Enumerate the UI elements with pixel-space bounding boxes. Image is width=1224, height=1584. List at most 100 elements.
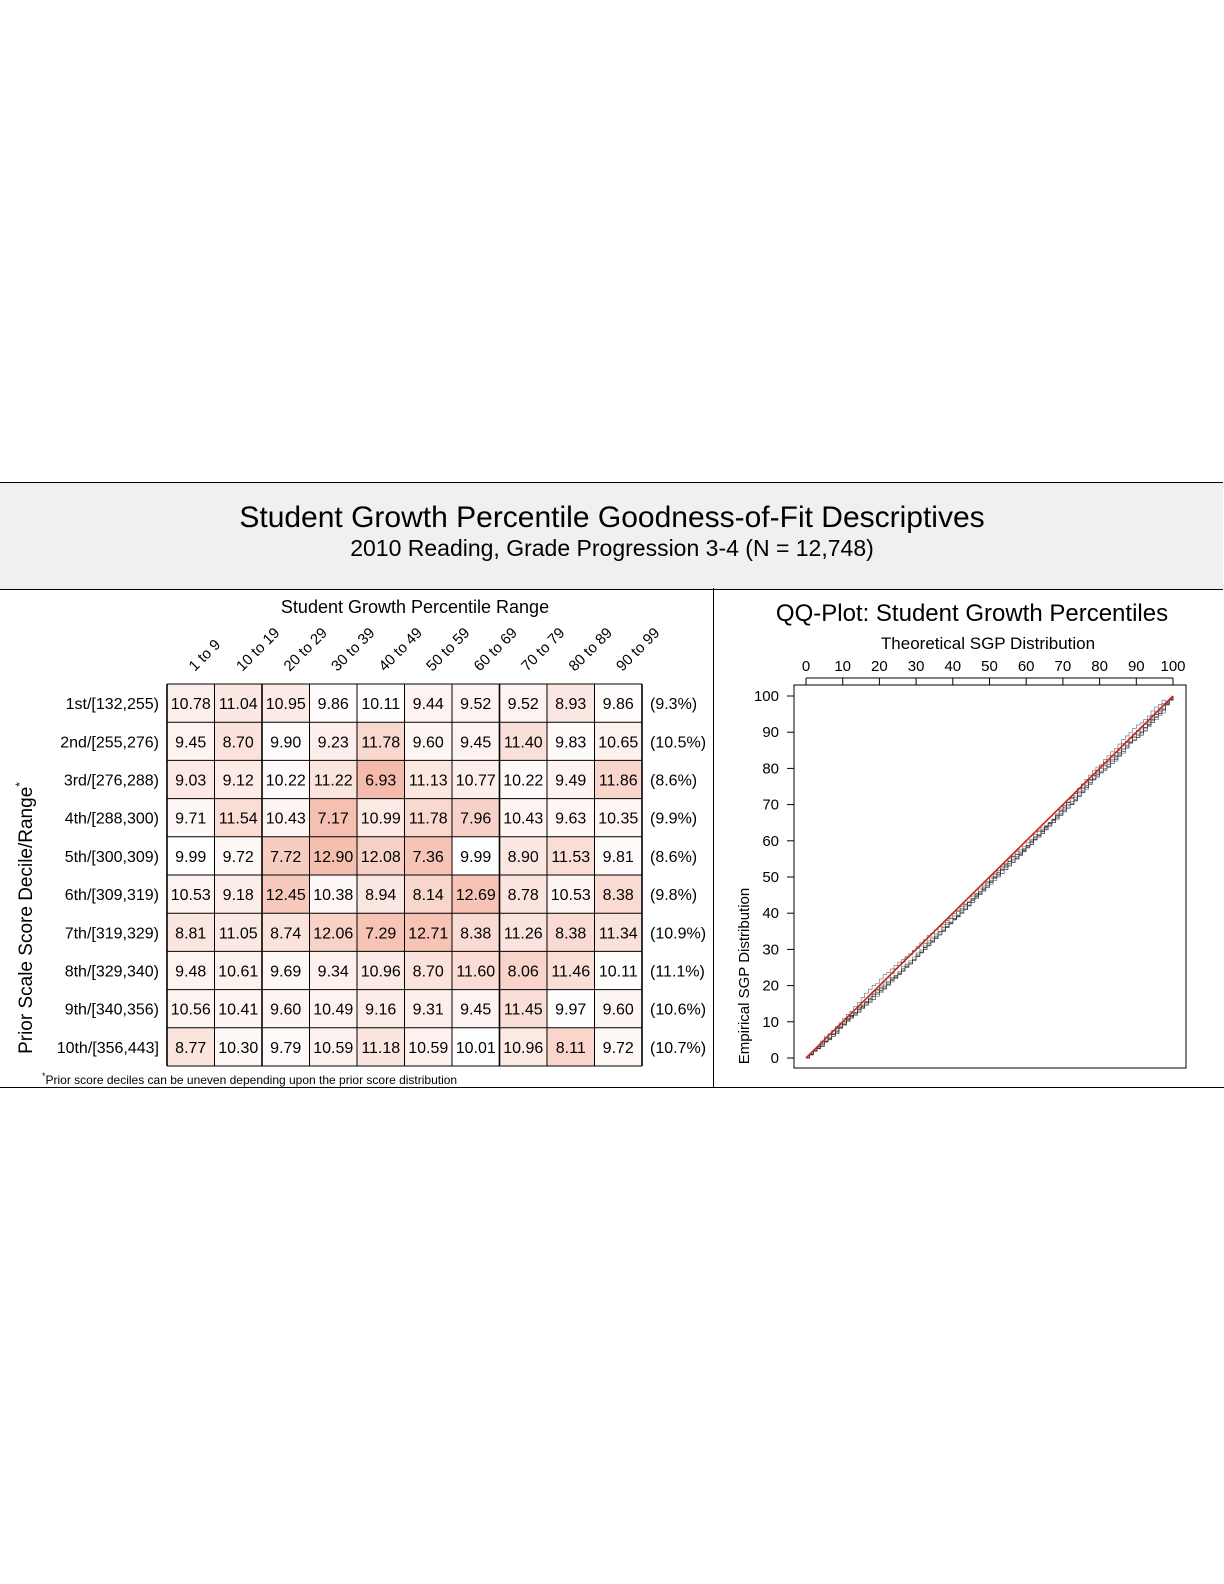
heatmap-cell-value: 9.45 [460, 1002, 491, 1019]
qq-title: QQ-Plot: Student Growth Percentiles [776, 600, 1168, 627]
heatmap-cell-value: 8.94 [365, 887, 396, 904]
heatmap-cell-value: 7.17 [318, 811, 349, 828]
heatmap-cell [547, 1027, 595, 1066]
heatmap-cell [547, 722, 595, 761]
heatmap-cell [594, 1027, 642, 1066]
heatmap-cell-value: 9.79 [270, 1040, 301, 1057]
heatmap-cell-value: 10.95 [266, 696, 306, 713]
heatmap-cell [309, 760, 357, 799]
heatmap-title: Student Growth Percentile Range [281, 597, 549, 617]
heatmap-cell-value: 11.78 [361, 734, 400, 751]
heatmap-cells: 10.78 11.04 10.95 9.86 10.11 9.44 9.52 9.52 8.93… [167, 684, 642, 1066]
heatmap-cell-value: 9.60 [413, 734, 444, 751]
heatmap-cell [167, 875, 215, 914]
qq-x-tick-label: 100 [1160, 658, 1185, 675]
heatmap-cell-value: 10.35 [598, 811, 638, 828]
heatmap-cell-value: 12.08 [361, 849, 401, 866]
heatmap-row-percent: (9.8%) [650, 887, 697, 904]
heatmap-cell-value: 9.31 [413, 1002, 444, 1019]
qq-y-tick-label: 90 [762, 724, 779, 741]
figure-subtitle: 2010 Reading, Grade Progression 3-4 (N =… [350, 535, 874, 561]
heatmap-cell-value: 10.53 [171, 887, 211, 904]
heatmap-row-percent: (10.5%) [650, 734, 706, 751]
heatmap-cell [499, 760, 547, 799]
heatmap-column-label: 90 to 99 [613, 624, 663, 674]
heatmap-cell-value: 7.96 [460, 811, 491, 828]
heatmap-cell-value: 9.52 [508, 696, 539, 713]
heatmap-column-label: 1 to 9 [186, 636, 225, 675]
heatmap-cell-value: 10.56 [171, 1002, 211, 1019]
bottom-rule [0, 1087, 1224, 1088]
heatmap-cell-value: 10.61 [218, 964, 258, 981]
heatmap-cell-value: 10.43 [266, 811, 306, 828]
heatmap-cell [499, 1027, 547, 1066]
heatmap-cell [167, 989, 215, 1028]
heatmap-column-label: 80 to 89 [566, 624, 616, 674]
qq-y-tick-label: 30 [762, 941, 779, 958]
footnote-text: Prior score deciles can be uneven depend… [46, 1073, 458, 1087]
heatmap-cell [357, 913, 405, 952]
heatmap-cell [214, 760, 262, 799]
heatmap-cell-value: 9.44 [413, 696, 444, 713]
heatmap-cell [452, 875, 500, 914]
heatmap-cell-value: 11.53 [551, 849, 590, 866]
heatmap-cell-value: 11.26 [504, 925, 543, 942]
heatmap-cell [404, 798, 452, 837]
heatmap-cell-value: 11.45 [504, 1002, 543, 1019]
heatmap-cell-value: 9.83 [555, 734, 586, 751]
heatmap-cell-value: 9.45 [175, 734, 206, 751]
heatmap-cell [594, 913, 642, 952]
heatmap-cell-value: 11.22 [314, 773, 353, 790]
heatmap-cell [499, 836, 547, 875]
heatmap-cell [262, 1027, 310, 1066]
heatmap-cell-value: 9.34 [318, 964, 349, 981]
heatmap-cell [262, 722, 310, 761]
heatmap-ylabel-group: Prior Scale Score Decile/Range* [13, 782, 37, 1054]
heatmap-cell [357, 722, 405, 761]
gof-figure: Student Growth Percentile Goodness-of-Fi… [0, 482, 1224, 1088]
heatmap-cell [547, 684, 595, 723]
heatmap-cell-value: 8.77 [175, 1040, 206, 1057]
heatmap-column-label: 10 to 19 [233, 624, 283, 674]
heatmap-cell [547, 989, 595, 1028]
heatmap-cell [547, 836, 595, 875]
heatmap-cell-value: 8.93 [555, 696, 586, 713]
heatmap-cell [452, 913, 500, 952]
heatmap-cell-value: 9.45 [460, 734, 491, 751]
qq-y-tick-label: 80 [762, 760, 779, 777]
heatmap-cell [499, 989, 547, 1028]
heatmap-cell-value: 10.30 [218, 1040, 258, 1057]
heatmap-cell [309, 684, 357, 723]
heatmap-row-label: 5th/[300,309) [65, 849, 159, 866]
heatmap-cell-value: 9.71 [175, 811, 206, 828]
heatmap-cell [262, 989, 310, 1028]
qq-x-tick-label: 90 [1128, 658, 1145, 675]
qq-ylabel: Empirical SGP Distribution [736, 888, 753, 1064]
heatmap-row-percent: (8.6%) [650, 849, 697, 866]
heatmap-cell [499, 684, 547, 723]
qq-x-tick-label: 70 [1055, 658, 1072, 675]
heatmap-cell-value: 8.81 [175, 925, 206, 942]
heatmap-cell [404, 1027, 452, 1066]
heatmap-column-label: 20 to 29 [281, 624, 331, 674]
heatmap-cell [262, 798, 310, 837]
heatmap-cell [357, 798, 405, 837]
qq-x-tick-label: 50 [981, 658, 998, 675]
heatmap-cell [167, 722, 215, 761]
panel-divider [713, 588, 714, 1088]
heatmap-cell-value: 12.69 [456, 887, 496, 904]
heatmap-cell [499, 913, 547, 952]
heatmap-row-percents: (9.3%) (10.5%) (8.6%) (9.9%) (8.6%) (9.8%) (10… [650, 696, 706, 1057]
heatmap-cell-value: 11.78 [409, 811, 448, 828]
qq-x-tick-label: 20 [871, 658, 888, 675]
heatmap-cell-value: 11.46 [551, 964, 590, 981]
heatmap-cell [452, 684, 500, 723]
heatmap-cell-value: 8.70 [223, 734, 254, 751]
qq-y-tick-label: 10 [762, 1014, 779, 1031]
heatmap-cell [547, 798, 595, 837]
figure-title: Student Growth Percentile Goodness-of-Fi… [239, 501, 985, 534]
heatmap-cell [404, 836, 452, 875]
heatmap-cell [357, 684, 405, 723]
heatmap-cell [594, 989, 642, 1028]
heatmap-cell-value: 9.86 [603, 696, 634, 713]
